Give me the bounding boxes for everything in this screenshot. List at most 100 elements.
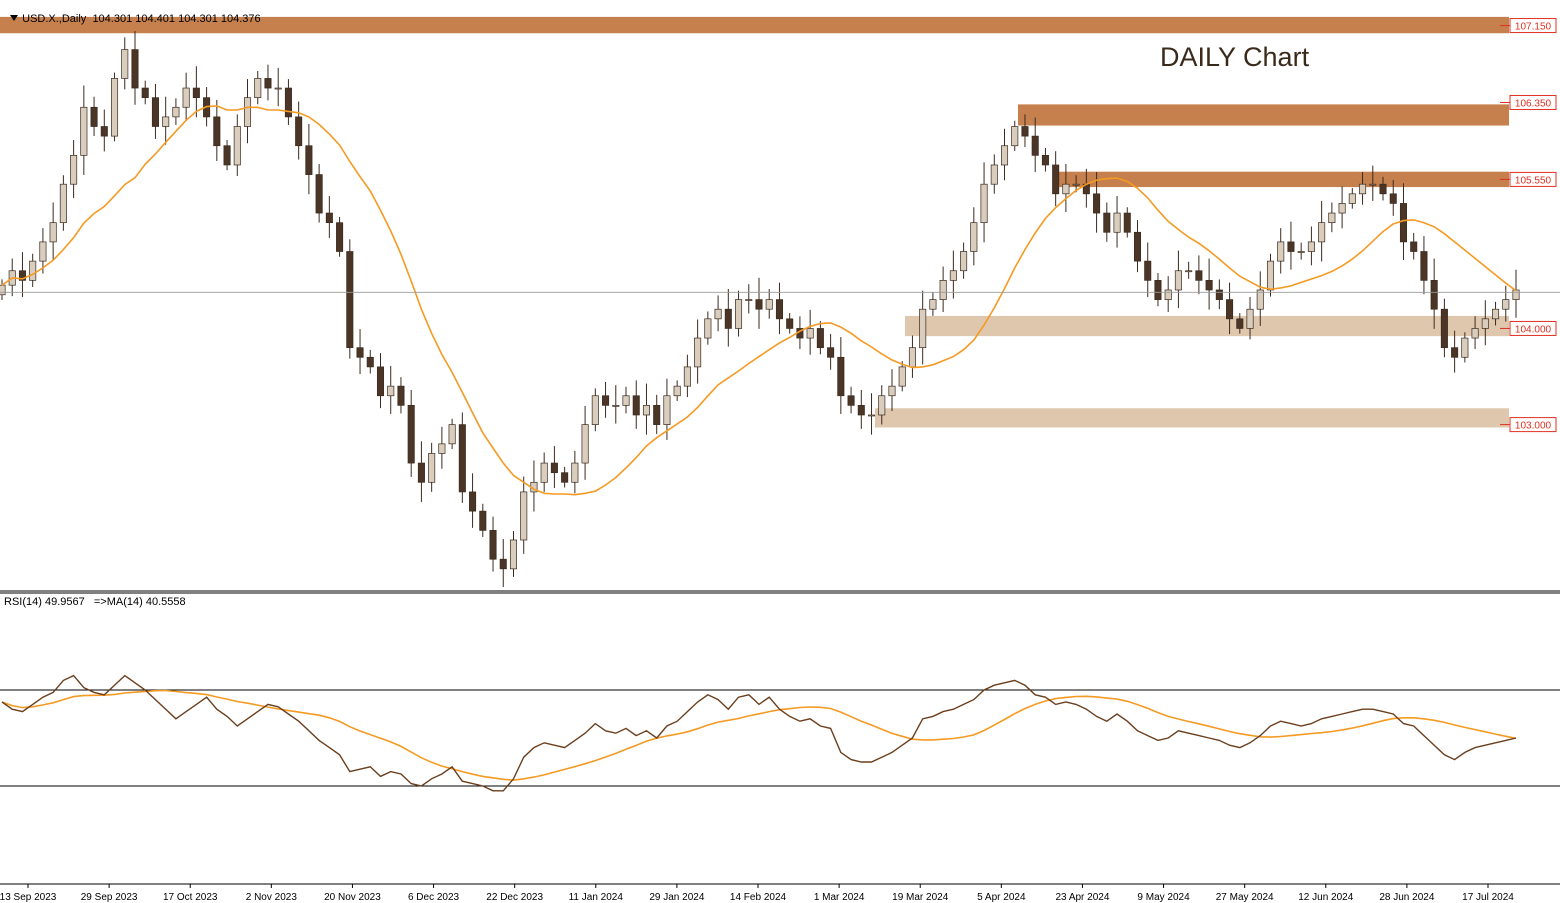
x-tick-label: 2 Nov 2023: [246, 892, 298, 903]
price-label-105.550: 105.550: [1515, 175, 1552, 186]
candle-body: [786, 318, 794, 329]
candle-body: [1164, 289, 1172, 300]
price-labels: 107.150 106.350 105.550 104.000 103.000: [1500, 18, 1557, 433]
candle-body: [1256, 289, 1264, 310]
candle-body: [571, 462, 579, 483]
candle-body: [315, 174, 323, 214]
candle-body: [1318, 222, 1326, 243]
candle-body: [868, 414, 876, 417]
candle-body: [561, 472, 569, 483]
candle-body: [489, 530, 497, 560]
candle-body: [29, 260, 37, 281]
candle-body: [295, 116, 303, 147]
x-tick-label: 11 Jan 2024: [569, 892, 624, 903]
symbol-header: USD.X.,Daily 104.301 104.401 104.301 104…: [4, 1, 261, 25]
candle-body: [837, 356, 845, 397]
candle-body: [857, 405, 865, 416]
candle-body: [284, 87, 292, 118]
x-tick-label: 17 Oct 2023: [163, 892, 218, 903]
candle-body: [366, 356, 374, 368]
candle-body: [1399, 203, 1407, 243]
candle-body: [438, 443, 446, 454]
candle-body: [90, 106, 98, 127]
candle-body: [1277, 241, 1285, 262]
candle-body: [387, 385, 395, 397]
candle-body: [1185, 270, 1193, 273]
candle-body: [878, 395, 886, 416]
candle-body: [735, 299, 743, 329]
candle-body: [1062, 183, 1070, 195]
candle-body: [448, 424, 456, 445]
price-zone-107.150: [0, 16, 1509, 34]
candle-body: [990, 164, 998, 185]
candle-body: [806, 328, 814, 339]
candle-body: [428, 453, 436, 483]
x-tick-label: 12 Jun 2024: [1298, 892, 1353, 903]
x-tick-label: 29 Sep 2023: [81, 892, 138, 903]
candle-body: [1000, 145, 1009, 166]
candle-body: [827, 347, 835, 358]
candle-body: [213, 116, 221, 147]
candle-body: [18, 270, 26, 281]
candle-body: [704, 318, 712, 339]
x-axis: 13 Sep 2023 29 Sep 2023 17 Oct 2023 2 Nov 2…: [0, 883, 1560, 903]
price-label-104.000: 104.000: [1515, 324, 1552, 335]
candle-body: [1440, 308, 1448, 349]
x-tick-label: 17 Jul 2024: [1462, 892, 1514, 903]
candle-body: [1021, 126, 1029, 137]
price-zone-106.350: [1018, 104, 1509, 126]
price-label-box-105.550: [1509, 171, 1557, 187]
candle-body: [908, 347, 916, 368]
candle-body: [469, 491, 477, 512]
candle-body: [1471, 328, 1479, 339]
price-zone-104.000: [905, 315, 1509, 337]
candle-body: [816, 328, 824, 349]
x-tick-label: 22 Dec 2023: [486, 892, 543, 903]
candle-body: [151, 97, 159, 127]
candle-body: [162, 116, 170, 127]
candle-body: [673, 385, 681, 397]
candle-body: [919, 308, 927, 349]
candle-body: [1379, 183, 1387, 195]
candle-body: [550, 462, 558, 474]
candle-body: [172, 106, 180, 118]
price-label-107.150: 107.150: [1515, 22, 1552, 33]
candle-body: [1103, 212, 1111, 233]
candle-body: [192, 87, 200, 99]
candle-body: [336, 222, 344, 252]
candle-body: [949, 270, 957, 281]
x-tick-label: 1 Mar 2024: [814, 892, 865, 903]
rsi-panel: [0, 674, 1560, 792]
x-tick-label: 6 Dec 2023: [408, 892, 460, 903]
candle-body: [1052, 164, 1060, 195]
price-label-box-106.350: [1509, 94, 1557, 110]
candle-body: [1072, 183, 1080, 186]
x-tick-label: 29 Jan 2024: [649, 892, 704, 903]
candle-body: [417, 462, 425, 483]
x-tick-label: 19 Mar 2024: [892, 892, 949, 903]
candle-body: [591, 395, 599, 425]
price-label-box-103.000: [1509, 417, 1557, 433]
dropdown-triangle-icon[interactable]: [10, 15, 19, 21]
rsi-header: RSI(14) 49.9567 =>MA(14) 40.5558: [4, 596, 186, 608]
candle-body: [694, 337, 702, 368]
candle-body: [1031, 135, 1039, 156]
candle-body: [1154, 280, 1162, 300]
candle-body: [1492, 308, 1500, 320]
price-label-box-104.000: [1509, 320, 1557, 336]
candle-body: [939, 280, 947, 300]
candle-body: [1174, 270, 1182, 291]
candle-body: [59, 183, 67, 224]
price-label-box-107.150: [1509, 18, 1557, 34]
candle-body: [274, 87, 282, 90]
price-zone-105.550: [1058, 171, 1509, 188]
candle-body: [1328, 212, 1336, 224]
candle-body: [254, 78, 262, 99]
x-tick-label: 27 May 2024: [1216, 892, 1274, 903]
candle-body: [540, 462, 548, 483]
symbol-name: USD.X.,Daily: [22, 13, 87, 25]
rsi-line: [1, 674, 1517, 792]
candle-body: [847, 395, 855, 406]
candle-body: [960, 251, 968, 272]
